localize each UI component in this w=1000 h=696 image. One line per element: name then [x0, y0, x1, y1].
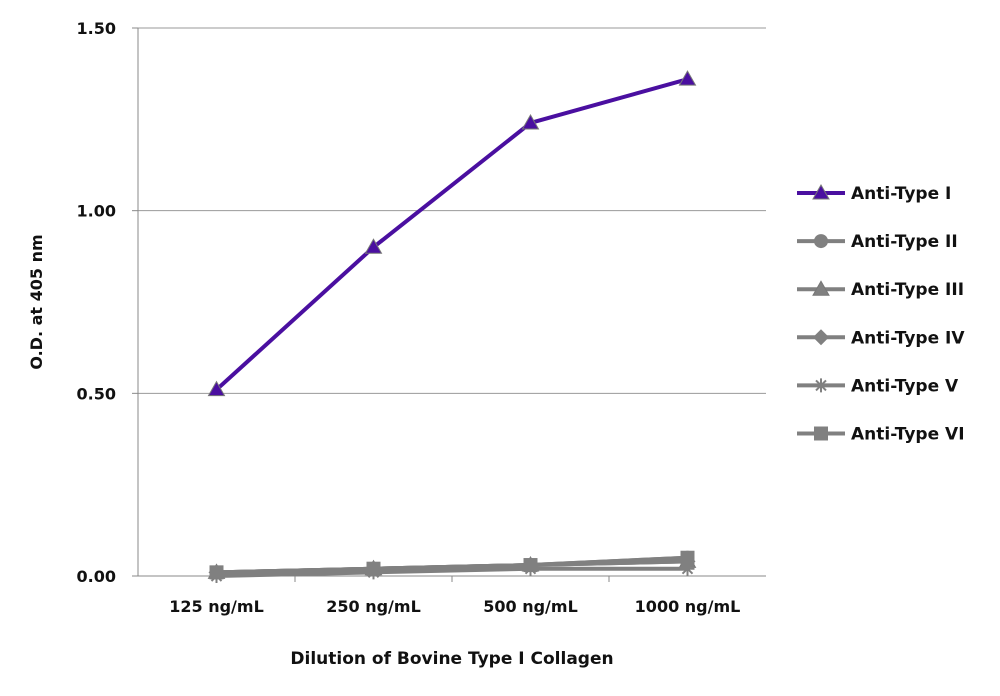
legend-label: Anti-Type III — [851, 280, 964, 300]
y-axis-label: O.D. at 405 nm — [27, 234, 46, 369]
legend-label: Anti-Type I — [851, 184, 951, 204]
series-anti-type-vi — [209, 550, 695, 580]
legend-item: Anti-Type V — [797, 376, 959, 396]
legend: Anti-Type I Anti-Type II Anti-Type III Anti… — [797, 183, 965, 445]
x-tick-label: 500 ng/mL — [483, 597, 578, 616]
legend-label: Anti-Type V — [851, 376, 959, 396]
legend-marker — [814, 426, 828, 441]
data-point — [680, 550, 695, 565]
legend-item: Anti-Type IV — [797, 328, 965, 348]
legend-marker — [814, 234, 828, 249]
data-point — [680, 561, 695, 576]
legend-marker — [812, 280, 830, 296]
x-tick-labels: 125 ng/mL 250 ng/mL 500 ng/mL 1000 ng/mL — [169, 576, 740, 616]
series-line — [216, 566, 688, 578]
data-point — [209, 565, 224, 580]
legend-item: Anti-Type II — [797, 232, 958, 252]
y-tick-label: 1.00 — [77, 202, 116, 221]
y-tick-label: 0.00 — [77, 567, 116, 586]
y-tick-label: 1.50 — [77, 19, 116, 38]
series-group — [207, 70, 697, 583]
legend-item: Anti-Type VI — [797, 425, 965, 445]
gridlines — [138, 27, 766, 394]
series-line — [216, 555, 688, 575]
legend-item: Anti-Type III — [797, 280, 964, 300]
x-tick-label: 1000 ng/mL — [635, 597, 741, 616]
series-anti-type-i — [207, 70, 697, 397]
legend-label: Anti-Type IV — [851, 328, 965, 348]
data-point — [521, 113, 540, 130]
x-tick-label: 125 ng/mL — [169, 597, 264, 616]
x-axis-label: Dilution of Bovine Type I Collagen — [290, 649, 613, 669]
data-point — [678, 70, 697, 86]
series-line — [215, 77, 689, 392]
y-tick-label: 0.50 — [77, 384, 116, 403]
legend-label: Anti-Type II — [851, 232, 958, 252]
legend-marker — [814, 378, 828, 393]
data-point — [523, 558, 538, 573]
data-point — [207, 380, 226, 397]
data-point — [364, 238, 383, 254]
x-tick-label: 250 ng/mL — [326, 597, 421, 616]
legend-label: Anti-Type VI — [851, 425, 965, 445]
legend-item: Anti-Type I — [797, 183, 951, 204]
data-point — [366, 561, 381, 576]
legend-marker — [812, 183, 830, 200]
legend-marker — [813, 329, 829, 346]
y-tick-labels: 0.00 0.50 1.00 1.50 — [77, 19, 138, 586]
